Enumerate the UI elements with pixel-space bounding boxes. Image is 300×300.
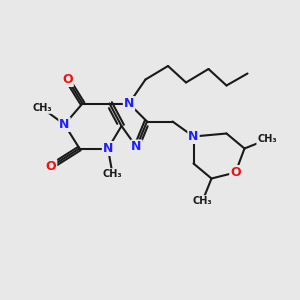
Text: CH₃: CH₃ <box>193 196 212 206</box>
Text: O: O <box>62 73 73 86</box>
Text: N: N <box>59 118 70 131</box>
Text: N: N <box>103 142 113 155</box>
Text: CH₃: CH₃ <box>103 169 122 179</box>
Text: O: O <box>46 160 56 173</box>
Text: CH₃: CH₃ <box>32 103 52 113</box>
Text: N: N <box>188 130 199 143</box>
Text: O: O <box>230 166 241 179</box>
Text: N: N <box>131 140 142 154</box>
Text: CH₃: CH₃ <box>257 134 277 145</box>
Text: N: N <box>124 97 134 110</box>
